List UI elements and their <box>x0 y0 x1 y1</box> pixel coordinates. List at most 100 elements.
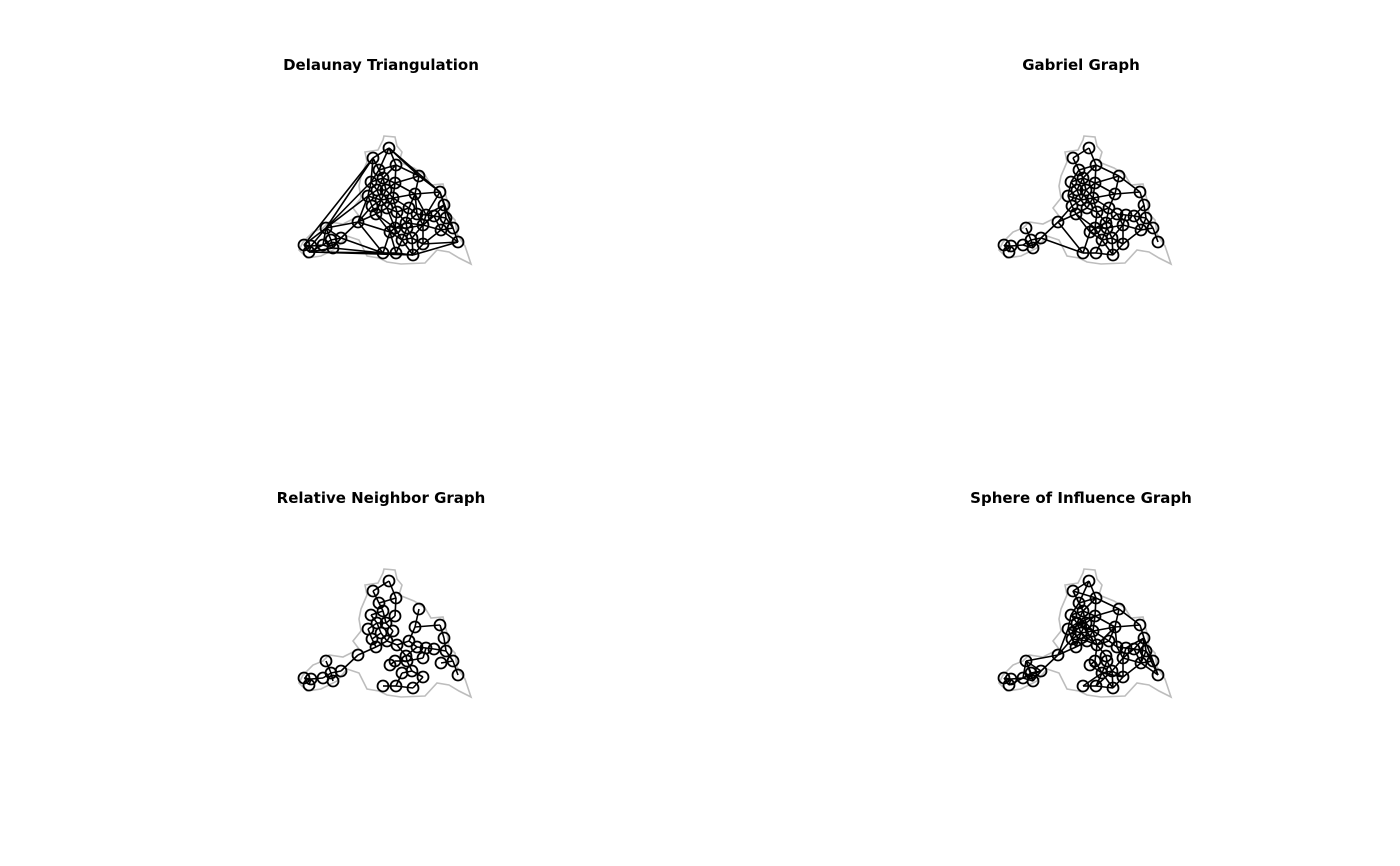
graph-node <box>386 624 400 638</box>
graph-node <box>410 640 424 654</box>
graph-node <box>1076 679 1090 693</box>
graph-node <box>1088 176 1102 190</box>
graph-edge <box>1094 211 1098 229</box>
graph-node <box>412 169 426 183</box>
graph-edge <box>1095 685 1114 689</box>
graph-edge <box>330 239 334 249</box>
graph-edge <box>1025 660 1042 672</box>
graph-node <box>1100 654 1114 668</box>
graph-node <box>376 246 390 260</box>
graph-edge <box>414 624 441 628</box>
graph-node <box>1076 604 1090 618</box>
graph-edge <box>340 654 359 672</box>
delaunay-graph <box>297 135 473 266</box>
graph-edge <box>325 227 332 241</box>
graph-node <box>400 221 414 235</box>
graph-node <box>1064 608 1078 622</box>
graph-edge <box>325 157 374 229</box>
graph-edge <box>388 147 397 166</box>
graph-edge <box>1096 644 1107 657</box>
graph-edge <box>452 660 459 676</box>
graph-node <box>1066 151 1080 165</box>
graph-edge <box>443 204 447 219</box>
graph-edge <box>1139 624 1145 639</box>
graph-node <box>1066 584 1080 598</box>
graph-edge <box>405 222 408 229</box>
graph-node <box>383 225 397 239</box>
graph-edge <box>1145 650 1159 676</box>
graph-node <box>351 215 365 229</box>
graph-edge <box>1095 597 1120 610</box>
graph-edge <box>372 590 380 604</box>
graph-node <box>382 574 396 588</box>
relative-neighbor-graph <box>297 568 473 699</box>
graph-edge <box>1101 239 1114 256</box>
graph-edge <box>340 237 384 254</box>
graph-edge <box>414 608 420 628</box>
graph-node <box>427 209 441 223</box>
graph-node <box>402 201 416 215</box>
graph-node <box>1110 207 1124 221</box>
graph-node <box>1019 654 1033 668</box>
graph-edge <box>414 193 427 216</box>
graph-edge <box>1140 662 1159 676</box>
graph-edge <box>392 197 398 213</box>
graph-edge <box>357 205 373 223</box>
graph-edge <box>1057 646 1077 656</box>
graph-node <box>1139 644 1153 658</box>
gabriel-graph <box>997 135 1173 266</box>
graph-edge <box>1108 193 1116 209</box>
graph-node <box>366 584 380 598</box>
graph-edge <box>1143 204 1147 219</box>
graph-node <box>1019 221 1033 235</box>
graph-node <box>376 679 390 693</box>
graph-edge <box>382 164 397 179</box>
graph-node <box>405 231 419 245</box>
graph-edge <box>425 647 435 650</box>
graph-node <box>1086 624 1100 638</box>
graph-node <box>302 245 316 259</box>
graph-edge <box>325 195 369 229</box>
graph-node <box>1105 231 1119 245</box>
graph-edge <box>1040 237 1084 254</box>
graph-edge <box>1032 237 1042 249</box>
graph-node <box>1074 193 1088 207</box>
graph-node <box>388 176 402 190</box>
graph-edge <box>1078 169 1084 179</box>
graph-edge <box>405 646 418 657</box>
graph-edge <box>1111 670 1114 689</box>
graph-edge <box>1112 243 1124 256</box>
graph-edge <box>394 182 416 195</box>
graph-edge <box>1122 229 1142 245</box>
graph-node <box>369 640 383 654</box>
graph-edge <box>1092 630 1098 646</box>
graph-edge <box>1101 672 1114 689</box>
graph-edge <box>440 229 459 243</box>
graph-node <box>1112 602 1126 616</box>
graph-edge <box>1143 637 1147 652</box>
graph-edge <box>382 231 391 254</box>
graph-edge <box>1092 197 1110 209</box>
graph-node <box>389 158 403 172</box>
graph-node <box>400 654 414 668</box>
graph-edge <box>340 221 359 239</box>
graph-edge <box>405 655 408 662</box>
graph-node <box>408 187 422 201</box>
graph-node <box>1102 201 1116 215</box>
graph-edge <box>1071 638 1088 642</box>
graph-node <box>1137 198 1151 212</box>
graph-edge <box>412 243 424 256</box>
graph-edge <box>443 637 447 652</box>
graph-node <box>319 654 333 668</box>
graph-node <box>434 223 448 237</box>
graph-node <box>1004 672 1018 686</box>
graph-edge <box>1067 628 1082 634</box>
panel-relative-neighbor: Relative Neighbor Graph <box>31 433 731 866</box>
graph-node <box>364 608 378 622</box>
graph-edge <box>408 626 416 642</box>
graph-node <box>1074 626 1088 640</box>
graph-node <box>406 681 420 695</box>
graph-node <box>1146 221 1160 235</box>
graph-edge <box>1082 164 1097 179</box>
graph-edge <box>1057 213 1077 223</box>
